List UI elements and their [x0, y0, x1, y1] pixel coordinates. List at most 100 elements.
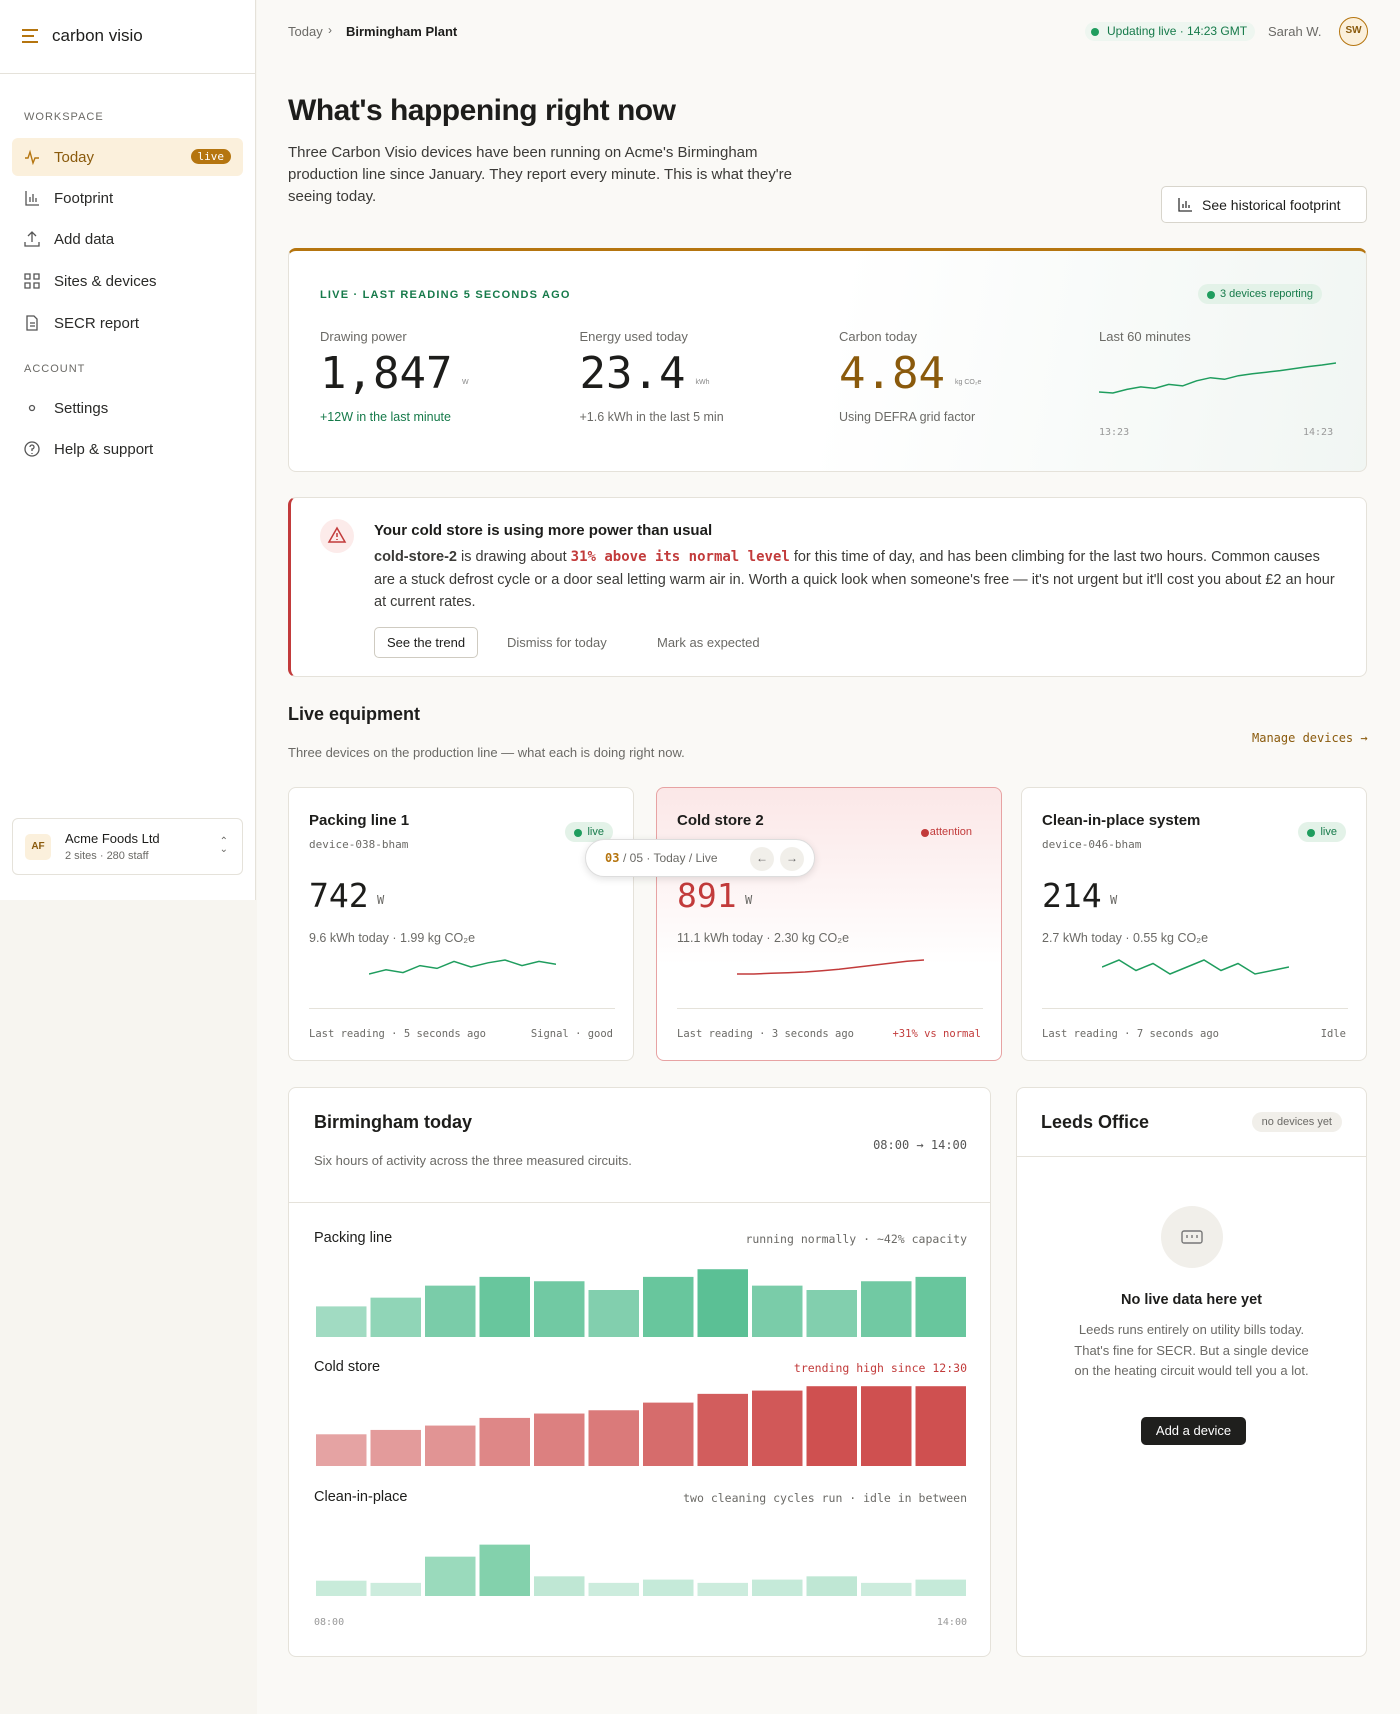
metric-label: Energy used today — [579, 329, 688, 344]
bar — [316, 1434, 367, 1466]
device-summary: 11.1 kWh today · 2.30 kg CO₂e — [677, 931, 850, 945]
add-device-button[interactable]: Add a device — [1141, 1417, 1246, 1445]
row-name: Clean-in-place — [314, 1489, 408, 1505]
bar — [316, 1306, 367, 1337]
bar — [370, 1582, 421, 1596]
divider — [1042, 1008, 1348, 1009]
row-name: Packing line — [314, 1230, 393, 1246]
nav-label: SECR report — [54, 314, 140, 332]
row-note: running normally · ~42% capacity — [745, 1232, 967, 1246]
metric-value: 4.84 — [839, 348, 945, 399]
intro: Three Carbon Visio devices have been run… — [288, 144, 792, 205]
divider — [309, 1008, 615, 1009]
bar — [370, 1429, 421, 1466]
device-unit: W — [377, 893, 385, 907]
sparkline — [1099, 362, 1336, 394]
history-button[interactable]: See historical footprint — [1161, 186, 1367, 223]
sparkline-path — [737, 959, 924, 975]
org-name: Acme Foods Ltd — [65, 831, 160, 846]
section-subtitle: Three devices on the production line — w… — [288, 745, 685, 760]
divider — [677, 1008, 983, 1009]
status-pill: live — [1298, 822, 1346, 842]
bar-row — [316, 1269, 966, 1337]
status-text: live — [1320, 826, 1337, 838]
nav-item[interactable]: Footprint — [12, 179, 243, 217]
next-button[interactable]: → — [780, 847, 804, 871]
device-unit: W — [745, 893, 753, 907]
action-button[interactable]: Dismiss for today — [507, 635, 607, 650]
bar — [861, 1386, 912, 1466]
sparkline — [1102, 959, 1289, 975]
empty-icon — [1161, 1206, 1223, 1268]
alert-icon — [320, 519, 354, 553]
live-card: LIVE · LAST READING 5 SECONDS AGO 3 devi… — [288, 248, 1367, 472]
section-title: Live equipment — [288, 704, 421, 724]
metric-label: Drawing power — [320, 329, 407, 344]
nav-item[interactable]: Help & support — [12, 430, 243, 468]
alert-body: cold-store-2 is drawing about 31% above … — [374, 546, 1344, 614]
button-label: See historical footprint — [1202, 197, 1341, 213]
avatar[interactable]: SW — [1339, 17, 1368, 46]
nav-item[interactable]: Sites & devices — [12, 262, 243, 300]
pager-text: / 05 · Today / Live — [623, 851, 718, 865]
alert-card: Your cold store is using more power than… — [288, 497, 1367, 677]
bar — [915, 1579, 966, 1596]
org-switcher[interactable]: AF Acme Foods Ltd 2 sites · 280 staff ⌃ ⌄ — [12, 818, 243, 875]
footer-left: Last reading · 5 seconds ago — [309, 1028, 487, 1040]
bar — [479, 1276, 530, 1337]
prev-button[interactable]: ← — [750, 847, 774, 871]
manage-link[interactable]: Manage devices → — [1252, 731, 1368, 745]
device-summary: 9.6 kWh today · 1.99 kg CO₂e — [309, 931, 476, 945]
status-pill: live — [565, 822, 613, 842]
metric-unit: W — [462, 379, 469, 386]
row-note: two cleaning cycles run · idle in betwee… — [683, 1491, 967, 1505]
device-ref: cold-store-2 — [374, 549, 457, 565]
bar — [425, 1285, 476, 1337]
device-value: 214 — [1042, 876, 1102, 915]
divider — [289, 1202, 990, 1203]
breadcrumb-sep: › — [328, 23, 332, 37]
text: for this time of day, and has been climb… — [374, 549, 1335, 610]
badge-text: 3 devices reporting — [1220, 288, 1313, 300]
nav-label: Sites & devices — [54, 272, 157, 290]
breadcrumb[interactable]: Today — [288, 24, 323, 39]
highlight: 31% above its normal level — [570, 549, 790, 565]
nav-label: Settings — [54, 399, 109, 417]
sidebar: carbon visio WORKSPACE Today live Footpr… — [0, 0, 256, 900]
bar — [479, 1544, 530, 1596]
device-id: device-046-bham — [1042, 838, 1142, 851]
bar — [425, 1425, 476, 1466]
status-pill: attention — [912, 822, 981, 842]
device-value: 742 — [309, 876, 369, 915]
bar — [752, 1390, 803, 1466]
pager-tooltip: 03 / 05 · Today / Live ← → — [585, 839, 815, 877]
action-button[interactable]: Mark as expected — [657, 635, 760, 650]
status-text: Updating live · 14:23 GMT — [1107, 24, 1248, 38]
org-meta: 2 sites · 280 staff — [65, 850, 149, 862]
card-title: Leeds Office — [1041, 1112, 1150, 1132]
axis-end: 14:00 — [936, 1617, 967, 1628]
action-button[interactable]: See the trend — [374, 627, 479, 658]
bar — [697, 1393, 748, 1466]
metric-unit: kg CO₂e — [955, 379, 982, 386]
bar — [370, 1297, 421, 1337]
empty-title: No live data here yet — [1120, 1292, 1263, 1308]
nav-label: Today — [54, 148, 95, 166]
sparkline — [737, 959, 924, 975]
nav-item[interactable]: Settings — [12, 389, 243, 427]
brand[interactable]: carbon visio — [52, 26, 143, 45]
axis-start: 08:00 — [314, 1617, 345, 1628]
bar — [534, 1576, 585, 1596]
device-card: Packing line 1 device-038-bham live 742 W 9.6… — [288, 787, 634, 1061]
user-name: Sarah W. — [1268, 24, 1322, 39]
section-label: ACCOUNT — [24, 363, 86, 375]
nav-item[interactable]: Today live — [12, 138, 243, 176]
bar — [425, 1556, 476, 1596]
org-initials: AF — [25, 834, 51, 860]
nav-item[interactable]: SECR report — [12, 304, 243, 342]
card-subtitle: Six hours of activity across the three m… — [314, 1153, 632, 1168]
nav-item[interactable]: Add data — [12, 220, 243, 258]
spark-start: 13:23 — [1099, 427, 1130, 438]
metric-label: Carbon today — [839, 329, 918, 344]
